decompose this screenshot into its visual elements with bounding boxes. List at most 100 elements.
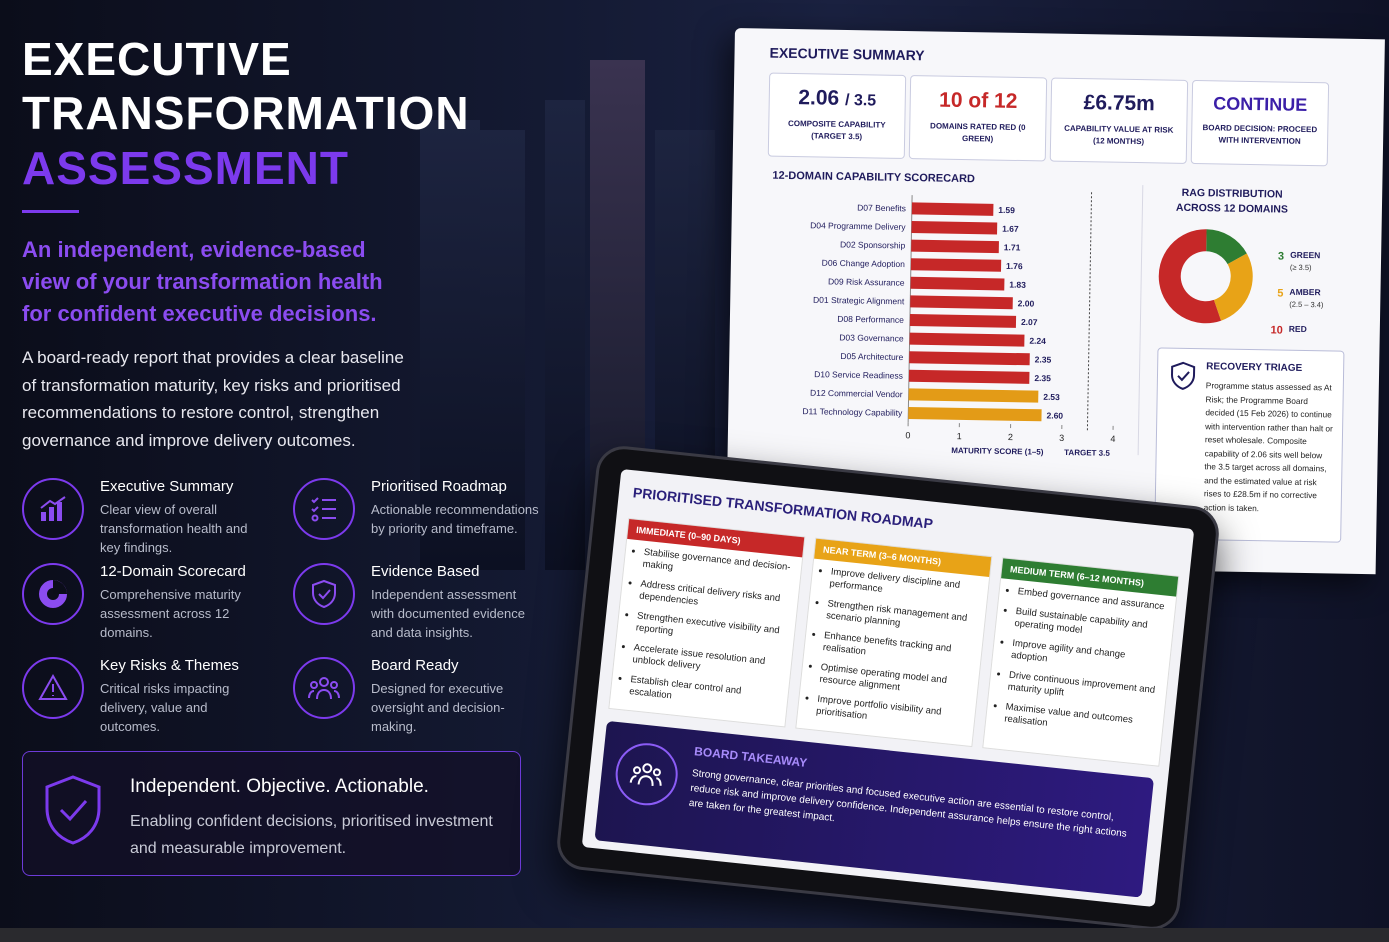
feature-text: Comprehensive maturity assessment across… <box>100 587 241 640</box>
kpi-value: £6.75m <box>1083 91 1156 116</box>
y-tick-label: D01 Strategic Alignment <box>813 295 905 307</box>
feature-text: Actionable recommendations by priority a… <box>371 502 539 536</box>
data-label: 1.83 <box>1009 280 1026 290</box>
y-tick-label: D07 Benefits <box>857 202 906 213</box>
kpi-label: BOARD DECISION: PROCEED WITH INTERVENTIO… <box>1202 123 1318 146</box>
kpi: 10 of 12 DOMAINS RATED RED (0 GREEN) <box>908 75 1048 162</box>
kpi: 2.06 / 3.5 COMPOSITE CAPABILITY (TARGET 3… <box>767 72 907 159</box>
building <box>545 100 585 570</box>
bar <box>911 239 999 254</box>
x-tick-label: 1 <box>957 431 962 441</box>
kpi-label: DOMAINS RATED RED (0 GREEN) <box>930 121 1026 144</box>
roadmap-list: Embed governance and assuranceBuild sust… <box>986 584 1176 742</box>
kpi-label: COMPOSITE CAPABILITY (TARGET 3.5) <box>787 118 886 142</box>
roadmap-column: IMMEDIATE (0–90 DAYS)Stabilise governanc… <box>608 517 806 728</box>
legend-value: 5 <box>1277 288 1283 300</box>
data-label: 1.71 <box>1004 242 1021 252</box>
scorecard-chart: 12-DOMAIN CAPABILITY SCORECARD 0 1 2 3 4TARGE… <box>772 170 1115 458</box>
feature-text: Clear view of overall transformation hea… <box>100 502 248 555</box>
data-label: 2.60 <box>1046 410 1063 420</box>
feature-title: Evidence Based <box>371 563 480 580</box>
data-label: 1.59 <box>998 205 1015 215</box>
feature-icon <box>22 657 84 719</box>
x-axis-label: MATURITY SCORE (1–5) <box>951 446 1044 457</box>
hero-title: TRANSFORMATION <box>22 87 470 139</box>
legend-range: (2.5 – 3.4) <box>1289 300 1324 310</box>
roadmap-column: MEDIUM TERM (6–12 MONTHS)Embed governanc… <box>982 557 1180 767</box>
data-label: 2.35 <box>1035 354 1052 364</box>
takeaway-icon <box>612 740 681 809</box>
feature-title: Executive Summary <box>100 478 234 495</box>
tablet: PRIORITISED TRANSFORMATION ROADMAP IMMED… <box>554 443 1222 933</box>
donut-segment <box>1205 229 1247 265</box>
callout-icon <box>45 775 101 845</box>
bar <box>908 369 1030 384</box>
divider <box>22 210 79 213</box>
triage-title: RECOVERY TRIAGE <box>1206 361 1303 374</box>
legend-range: (< 2.5) <box>1289 337 1312 339</box>
y-tick-label: D12 Commercial Vendor <box>810 388 903 400</box>
target-label: TARGET 3.5 <box>1064 448 1110 458</box>
kpi-value: CONTINUE <box>1213 93 1308 115</box>
y-tick-label: D03 Governance <box>839 332 904 343</box>
roadmap-item: Improve portfolio visibility and priorit… <box>816 694 970 734</box>
legend-value: 10 <box>1270 324 1282 336</box>
building <box>480 130 525 570</box>
kpi-value: 2.06 / 3.5 <box>770 86 905 112</box>
roadmap-item: Establish clear control and escalation <box>629 674 783 714</box>
donut-chart: 3 GREEN (≥ 3.5) 5 AMBER (2.5 – 3.4) 10 RED (< 2.… <box>1158 229 1324 339</box>
legend-value: 3 <box>1278 251 1284 263</box>
feature-icon <box>293 657 355 719</box>
triage-icon <box>1171 361 1196 390</box>
feature-title: Prioritised Roadmap <box>371 478 507 495</box>
data-label: 2.35 <box>1034 373 1051 383</box>
y-tick-label: D02 Sponsorship <box>840 239 906 250</box>
bar <box>909 332 1025 347</box>
bar <box>910 276 1005 291</box>
bar <box>909 313 1017 328</box>
report-heading: EXECUTIVE SUMMARY <box>769 44 925 64</box>
takeaway-text: Strong governance, clear priorities and … <box>688 768 1128 840</box>
roadmap-item: Maximise value and outcomes realisation <box>1004 701 1158 741</box>
y-tick-label: D11 Technology Capability <box>802 406 903 418</box>
legend-range: (≥ 3.5) <box>1290 263 1312 272</box>
legend-label: GREEN <box>1290 250 1320 261</box>
tablet-screen: PRIORITISED TRANSFORMATION ROADMAP IMMED… <box>581 468 1195 908</box>
triage-text: Programme status assessed as At Risk; th… <box>1203 380 1333 513</box>
hero-description: A board-ready report that provides a cle… <box>22 348 404 450</box>
triage: RECOVERY TRIAGE Programme status assesse… <box>1154 347 1345 543</box>
data-label: 1.67 <box>1002 224 1019 234</box>
x-tick-label: 2 <box>1008 432 1013 442</box>
footer-strip <box>0 928 1389 942</box>
hero-title: EXECUTIVE <box>22 33 292 85</box>
roadmap-list: Stabilise governance and decision-making… <box>611 545 802 715</box>
bar <box>908 406 1042 422</box>
data-label: 2.53 <box>1043 392 1060 402</box>
feature-title: Key Risks & Themes <box>100 657 239 674</box>
kpi-value: 10 of 12 <box>938 88 1018 113</box>
callout-title: Independent. Objective. Actionable. <box>130 776 429 797</box>
y-tick-label: D04 Programme Delivery <box>810 220 906 232</box>
donut-segment <box>1158 229 1222 324</box>
roadmap-column: NEAR TERM (3–6 MONTHS)Improve delivery d… <box>795 537 993 748</box>
takeaway-title: BOARD TAKEAWAY <box>693 744 808 770</box>
callout: Independent. Objective. Actionable. Enab… <box>22 751 521 876</box>
x-tick-label: 0 <box>905 430 910 440</box>
x-tick-label: 4 <box>1110 434 1115 444</box>
feature-title: 12-Domain Scorecard <box>100 563 246 580</box>
kpi-label: CAPABILITY VALUE AT RISK (12 MONTHS) <box>1064 123 1174 147</box>
kpi: CONTINUE BOARD DECISION: PROCEED WITH INT… <box>1190 79 1330 167</box>
x-tick-label: 3 <box>1059 433 1064 443</box>
donut-title: RAG DISTRIBUTION ACROSS 12 DOMAINS <box>1175 186 1289 216</box>
bar <box>910 295 1013 310</box>
kpi-suffix: / 3.5 <box>844 91 877 110</box>
data-label: 1.76 <box>1006 261 1023 271</box>
bar <box>910 258 1002 272</box>
legend-label: RED <box>1289 324 1307 334</box>
chart-title: 12-DOMAIN CAPABILITY SCORECARD <box>772 170 975 186</box>
feature-icon <box>22 478 84 540</box>
bar <box>911 202 994 216</box>
y-tick-label: D09 Risk Assurance <box>828 276 905 287</box>
donut-segment <box>1213 253 1253 321</box>
